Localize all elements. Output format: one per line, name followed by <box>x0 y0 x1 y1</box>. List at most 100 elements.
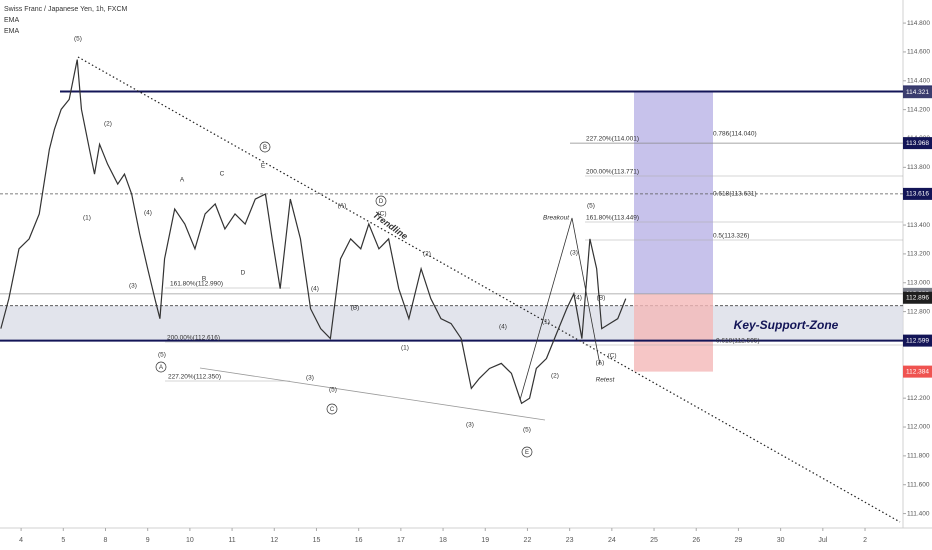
wave-label: (5) <box>158 352 166 359</box>
x-tick-label: 23 <box>566 537 574 544</box>
indicator-label: EMA <box>4 28 20 35</box>
price-badge <box>903 187 932 200</box>
x-tick-label: 16 <box>355 537 363 544</box>
target-box <box>634 91 713 294</box>
circled-label: D <box>379 199 384 205</box>
wave-label: (4) <box>574 295 582 302</box>
y-tick-label: 113.400 <box>907 222 930 229</box>
wave-label: Breakout <box>543 215 570 222</box>
x-tick-label: 5 <box>61 537 65 544</box>
fib-label: 0.786(114.040) <box>713 131 757 138</box>
y-tick-label: 114.400 <box>907 78 930 85</box>
indicator-label: EMA <box>4 17 20 24</box>
x-tick-label: 18 <box>439 537 447 544</box>
fib-label: 227.20%(114.001) <box>586 136 639 143</box>
circled-label: C <box>330 407 335 413</box>
y-tick-label: 114.200 <box>907 106 930 113</box>
wave-label: (2) <box>423 251 431 258</box>
price-badge-label: 112.896 <box>906 294 929 301</box>
wave-label: (1) <box>83 215 91 222</box>
x-tick-label: 10 <box>186 537 194 544</box>
wave-label: A <box>180 177 185 184</box>
circle-marker <box>259 141 271 153</box>
x-tick-label: 12 <box>270 537 278 544</box>
wave-label: (B) <box>597 295 606 302</box>
y-tick-label: 113.000 <box>907 279 930 286</box>
circle-marker <box>155 361 167 373</box>
x-tick-label: 15 <box>313 537 321 544</box>
wave-label: (4) <box>499 324 507 331</box>
wave-label: D <box>241 270 246 277</box>
wave-label: (C) <box>377 211 386 218</box>
x-tick-label: 29 <box>735 537 743 544</box>
wave-label: (3) <box>466 422 474 429</box>
trendline <box>77 56 901 523</box>
fib-label: 0.5(113.326) <box>713 233 749 240</box>
x-tick-label: 17 <box>397 537 405 544</box>
wave-label: (1) <box>542 319 550 326</box>
y-tick-label: 111.400 <box>907 510 930 517</box>
price-badge <box>903 86 932 99</box>
circle-marker <box>375 195 387 207</box>
wave-label: (3) <box>570 250 578 257</box>
lower-line <box>199 367 546 421</box>
y-tick-label: 114.600 <box>907 49 930 56</box>
x-tick-label: 9 <box>146 537 150 544</box>
fib-label: 200.00%(112.616) <box>167 335 220 342</box>
wave-label: (A) <box>338 203 347 210</box>
x-tick-label: 19 <box>481 537 489 544</box>
y-tick-label: 112.800 <box>907 308 930 315</box>
x-tick-label: 11 <box>228 537 235 544</box>
fib-label: 227.20%(112.350) <box>168 374 221 381</box>
circle-marker <box>326 403 338 415</box>
x-tick-label: 30 <box>777 537 785 544</box>
zone-label: Key-Support-Zone <box>734 318 839 332</box>
circled-label: E <box>525 450 529 456</box>
wave-label: (B) <box>351 305 360 312</box>
price-badge-label: 113.968 <box>906 140 929 147</box>
wave-label: (3) <box>306 375 314 382</box>
fib-label: 161.80%(113.449) <box>586 215 639 222</box>
x-tick-label: 22 <box>524 537 532 544</box>
price-badge <box>903 334 932 347</box>
y-tick-label: 112.200 <box>907 395 930 402</box>
wave-label: E <box>261 163 266 170</box>
wave-label: B <box>202 276 206 283</box>
wave-label: (1) <box>401 345 409 352</box>
chart-title: Swiss Franc / Japanese Yen, 1h, FXCM <box>4 6 128 13</box>
circle-marker <box>521 446 533 458</box>
y-tick-label: 111.800 <box>907 453 930 460</box>
fib-label: 200.00%(113.771) <box>586 169 639 176</box>
wave-label: (3) <box>129 283 137 290</box>
x-tick-label: Jul <box>818 537 827 544</box>
breakout-path <box>519 217 601 401</box>
y-tick-label: 113.800 <box>907 164 930 171</box>
circled-label: B <box>263 145 267 151</box>
stop-box <box>634 293 713 372</box>
wave-label: (C) <box>607 353 616 360</box>
y-tick-label: 112.000 <box>907 424 930 431</box>
price-badge <box>903 365 932 378</box>
fib-label: 161.80%(112.990) <box>170 281 223 288</box>
y-tick-label: 111.600 <box>907 481 930 488</box>
wave-label: (5) <box>523 427 531 434</box>
fib-label: 0.618(112.595) <box>716 338 760 345</box>
fib-label: 0.618(113.631) <box>713 191 757 198</box>
x-tick-label: 25 <box>650 537 658 544</box>
x-tick-label: 26 <box>692 537 700 544</box>
price-badge-label: 114.321 <box>906 89 929 96</box>
wave-label: Retest <box>596 377 616 384</box>
x-tick-label: 8 <box>104 537 108 544</box>
y-tick-label: 114.800 <box>907 20 930 27</box>
price-badge-label: 112.599 <box>906 337 929 344</box>
wave-label: (A) <box>596 360 605 367</box>
wave-label: (5) <box>329 387 337 394</box>
price-badge-label: 112.384 <box>906 368 929 375</box>
price-line <box>0 59 627 405</box>
x-tick-label: 2 <box>863 537 867 544</box>
circled-label: A <box>159 365 163 371</box>
price-badge-label: 113.616 <box>906 191 929 198</box>
price-badge <box>903 137 932 150</box>
